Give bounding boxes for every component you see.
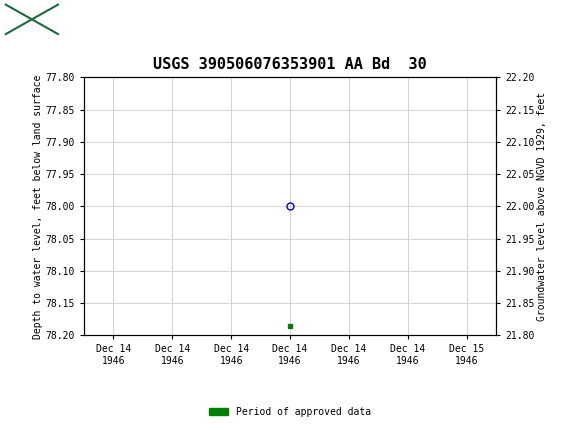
Bar xyxy=(6,5,58,34)
Title: USGS 390506076353901 AA Bd  30: USGS 390506076353901 AA Bd 30 xyxy=(153,57,427,72)
Y-axis label: Depth to water level, feet below land surface: Depth to water level, feet below land su… xyxy=(33,74,43,338)
Y-axis label: Groundwater level above NGVD 1929, feet: Groundwater level above NGVD 1929, feet xyxy=(537,92,547,321)
Text: USGS: USGS xyxy=(67,12,109,26)
Legend: Period of approved data: Period of approved data xyxy=(205,403,375,421)
